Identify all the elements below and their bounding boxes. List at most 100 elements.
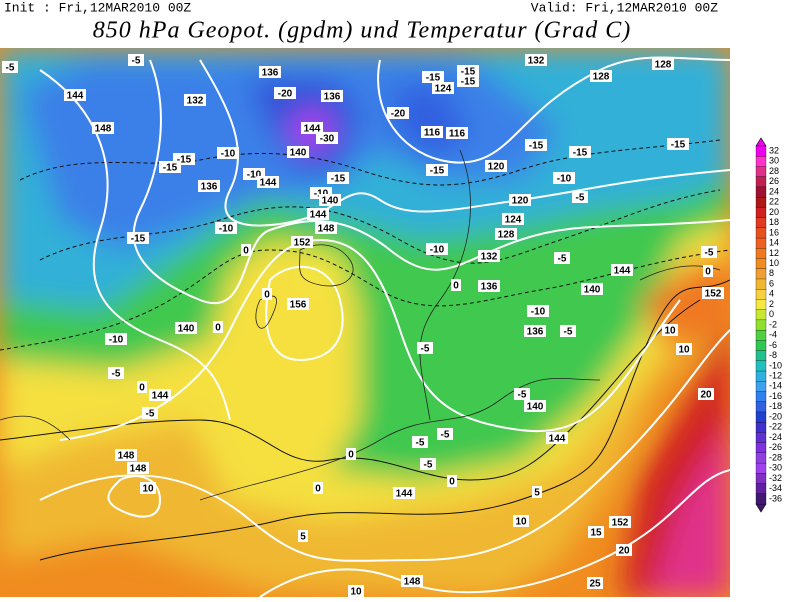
valid-time: Valid: Fri,12MAR2010 00Z (531, 0, 718, 15)
colorbar-label: 10 (769, 258, 779, 268)
contour-label-box (184, 94, 206, 106)
contour-label: 25 (589, 579, 601, 590)
contour-label: 128 (593, 72, 610, 83)
colorbar-label: -26 (769, 442, 782, 452)
colorbar-swatch (755, 391, 767, 403)
contour-label-box (525, 54, 547, 66)
contour-label-box (421, 126, 443, 138)
contour-label: 140 (322, 196, 339, 207)
contour-label: -30 (320, 134, 335, 145)
contour-label: -20 (391, 109, 406, 120)
contour-label-box (315, 222, 337, 234)
contour-label-box (609, 516, 631, 528)
contour-label: 10 (515, 517, 527, 528)
contour-label-box (560, 325, 576, 337)
contour-label: -5 (112, 369, 121, 380)
colorbar-label: 16 (769, 227, 779, 237)
contour-label: -10 (219, 224, 234, 235)
contour-label: 144 (260, 178, 277, 189)
colorbar-swatch (755, 176, 767, 188)
contour-label: 0 (243, 246, 249, 257)
contour-label-box (546, 432, 568, 444)
colorbar-swatch (755, 227, 767, 239)
contour-label: 148 (404, 577, 421, 588)
contour-label-box (316, 132, 338, 144)
colorbar-label: 24 (769, 186, 779, 196)
colorbar-swatch (755, 493, 767, 505)
contour-label: -10 (109, 335, 124, 346)
contour-label-box (502, 213, 524, 225)
contour-label: -5 (576, 193, 585, 204)
colorbar-label: 28 (769, 166, 779, 176)
colorbar-label: -8 (769, 350, 777, 360)
colorbar-swatch (755, 186, 767, 198)
colorbar-label: -20 (769, 411, 782, 421)
contour-label: -5 (518, 390, 527, 401)
contour-label-box (217, 147, 239, 159)
contour-label: -15 (331, 174, 346, 185)
contour-label-box (652, 58, 674, 70)
colorbar-label: 14 (769, 238, 779, 248)
colorbar-swatch (755, 156, 767, 167)
contour-label-box (525, 139, 547, 151)
colorbar-swatch (755, 381, 767, 392)
contour-label-box (287, 146, 309, 158)
contour-label: -15 (426, 73, 441, 84)
colorbar-swatch (755, 196, 767, 208)
contour-label: -10 (557, 174, 572, 185)
contour-label: -10 (430, 245, 445, 256)
contour-label-box (495, 228, 517, 240)
colorbar-label: -34 (769, 483, 782, 493)
contour-label-box (149, 389, 171, 401)
colorbar-swatch (755, 309, 767, 321)
contour-label-box (287, 298, 309, 310)
contour-label-box (257, 176, 279, 188)
colorbar-label: 18 (769, 217, 779, 227)
colorbar-label: -22 (769, 422, 782, 432)
colorbar-swatch (755, 319, 767, 331)
contour-label-box (307, 208, 329, 220)
contour-label-box (457, 75, 479, 87)
contour-label: 140 (290, 148, 307, 159)
contour-label-box (554, 252, 570, 264)
contour-label: 144 (549, 434, 566, 445)
contour-label-box (451, 279, 461, 291)
contour-label: 0 (348, 450, 354, 461)
contour-label: 144 (310, 210, 327, 221)
contour-label: 0 (139, 383, 145, 394)
contour-label: -5 (424, 460, 433, 471)
contour-label: 0 (453, 281, 459, 292)
contour-label: 136 (481, 282, 498, 293)
contour-label-box (105, 333, 127, 345)
contour-label-box (422, 71, 444, 83)
contour-label-box (553, 172, 575, 184)
contour-label-box (701, 246, 717, 258)
contour-label-box (513, 515, 529, 527)
contour-label: 132 (528, 56, 545, 67)
contour-label: 20 (618, 546, 630, 557)
contour-label: 144 (67, 91, 84, 102)
contour-label-box (509, 194, 531, 206)
contour-label-box (259, 66, 281, 78)
contour-label: -15 (163, 163, 178, 174)
contour-label: 136 (262, 68, 279, 79)
contour-label-box (319, 194, 341, 206)
contour-label: 148 (130, 464, 147, 475)
contour-label: 152 (705, 289, 722, 300)
contour-label-box (393, 487, 415, 499)
contour-label-box (426, 164, 448, 176)
contour-label: -5 (146, 409, 155, 420)
contour-label: -5 (132, 56, 141, 67)
contour-label: 140 (584, 285, 601, 296)
contour-label: -5 (705, 248, 714, 259)
contour-label: 124 (505, 215, 522, 226)
contour-label-box (514, 388, 530, 400)
contour-label-box (478, 250, 500, 262)
colorbar-swatch (755, 329, 767, 341)
contour-label-box (274, 87, 296, 99)
contour-label-box (485, 160, 507, 172)
contour-label: 10 (664, 326, 676, 337)
colorbar-swatch (755, 289, 767, 300)
contour-label-box (426, 243, 448, 255)
contour-label-box (417, 342, 433, 354)
